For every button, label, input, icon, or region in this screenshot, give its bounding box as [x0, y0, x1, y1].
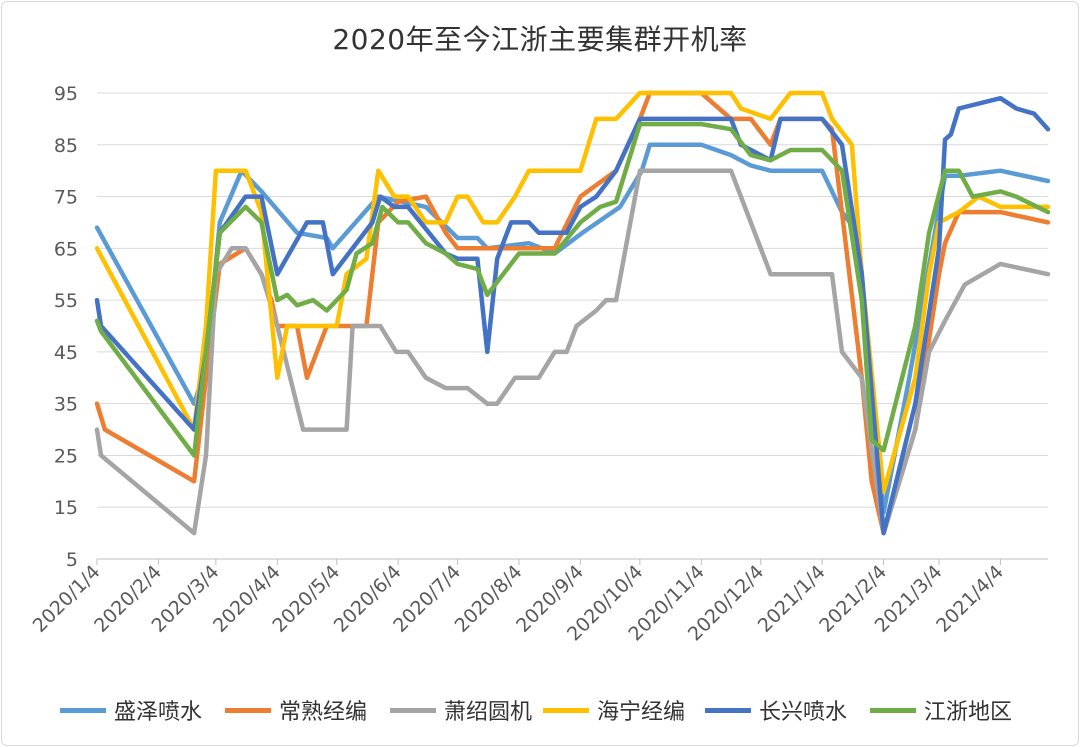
y-tick-label: 95	[54, 83, 78, 105]
series-line-5	[94, 95, 1051, 536]
x-axis-ticks: 2020/1/42020/2/42020/3/42020/4/42020/5/4…	[29, 559, 1008, 645]
y-tick-label: 45	[54, 342, 78, 364]
legend-item: 长兴喷水	[705, 690, 847, 730]
series-line-3	[94, 168, 1051, 536]
legend-swatch	[390, 707, 436, 713]
series-lines	[94, 90, 1051, 536]
chart-title: 2020年至今江浙主要集群开机率	[332, 23, 748, 56]
legend-label: 江浙地区	[924, 700, 1013, 725]
y-tick-label: 5	[66, 549, 78, 571]
legend-swatch	[870, 707, 916, 713]
y-tick-label: 65	[54, 238, 78, 260]
legend-label: 盛泽喷水	[114, 700, 203, 725]
y-tick-label: 15	[54, 497, 78, 519]
legend-item: 海宁经编	[543, 690, 685, 730]
legend-label: 长兴喷水	[759, 700, 848, 725]
y-axis-ticks: 95 85 75 65 55 45 35 25 15 5	[54, 83, 78, 571]
legend-label: 萧绍圆机	[444, 700, 533, 725]
legend-swatch	[60, 707, 106, 713]
grid-lines	[97, 92, 1048, 560]
legend-label: 海宁经编	[597, 700, 686, 725]
series-line-4	[94, 90, 1051, 494]
series-line-6	[94, 121, 1051, 458]
y-tick-label: 55	[54, 290, 78, 312]
legend-swatch	[225, 707, 271, 713]
y-tick-label: 35	[54, 394, 78, 416]
y-tick-label: 75	[54, 187, 78, 209]
chart-legend: 盛泽喷水 常熟经编 萧绍圆机 海宁经编 长兴喷水 江浙地区	[0, 690, 1080, 730]
x-tick-label: 2021/4/4	[932, 561, 1008, 637]
legend-item: 江浙地区	[870, 690, 1012, 730]
legend-label: 常熟经编	[279, 700, 368, 725]
legend-item: 常熟经编	[225, 690, 367, 730]
legend-swatch	[705, 707, 751, 713]
legend-item: 盛泽喷水	[60, 690, 202, 730]
legend-item: 萧绍圆机	[390, 690, 532, 730]
y-tick-label: 85	[54, 135, 78, 157]
legend-swatch	[543, 707, 589, 713]
line-chart: 95 85 75 65 55 45 35 25 15 5 2020/1/42020/2/42020…	[29, 83, 1051, 645]
y-tick-label: 25	[54, 445, 78, 467]
